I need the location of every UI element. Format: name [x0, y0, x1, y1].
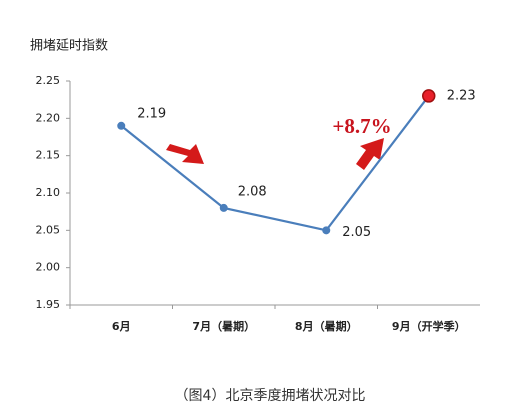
caption: （图4）北京季度拥堵状况对比	[175, 388, 366, 404]
data-label: 2.08	[238, 184, 267, 199]
y-tick-label: 2.15	[36, 149, 61, 162]
y-tick-label: 2.25	[36, 74, 61, 87]
y-tick-label: 2.10	[36, 186, 61, 199]
point	[322, 226, 331, 235]
y-tick-label: 2.00	[36, 261, 61, 274]
y-tick-label: 1.95	[36, 298, 61, 311]
data-label: 2.05	[342, 225, 371, 240]
point	[219, 203, 228, 212]
x-tick-label: 8月（暑期）	[295, 319, 358, 333]
x-tick-label: 7月（暑期）	[192, 319, 255, 333]
down-arrow	[166, 144, 204, 164]
up-arrow	[356, 138, 384, 170]
y-tick-label: 2.20	[36, 111, 61, 124]
data-label: 2.23	[447, 88, 476, 103]
data-label: 2.19	[137, 106, 166, 121]
y-axis-title: 拥堵延时指数	[30, 39, 108, 54]
annotation: +8.7%	[332, 114, 391, 138]
line	[120, 95, 430, 232]
point	[422, 89, 436, 103]
point	[117, 121, 126, 130]
y-tick-label: 2.05	[36, 223, 61, 236]
x-tick-label: 9月（开学季）	[392, 319, 466, 333]
x-tick-label: 6月	[112, 320, 131, 333]
